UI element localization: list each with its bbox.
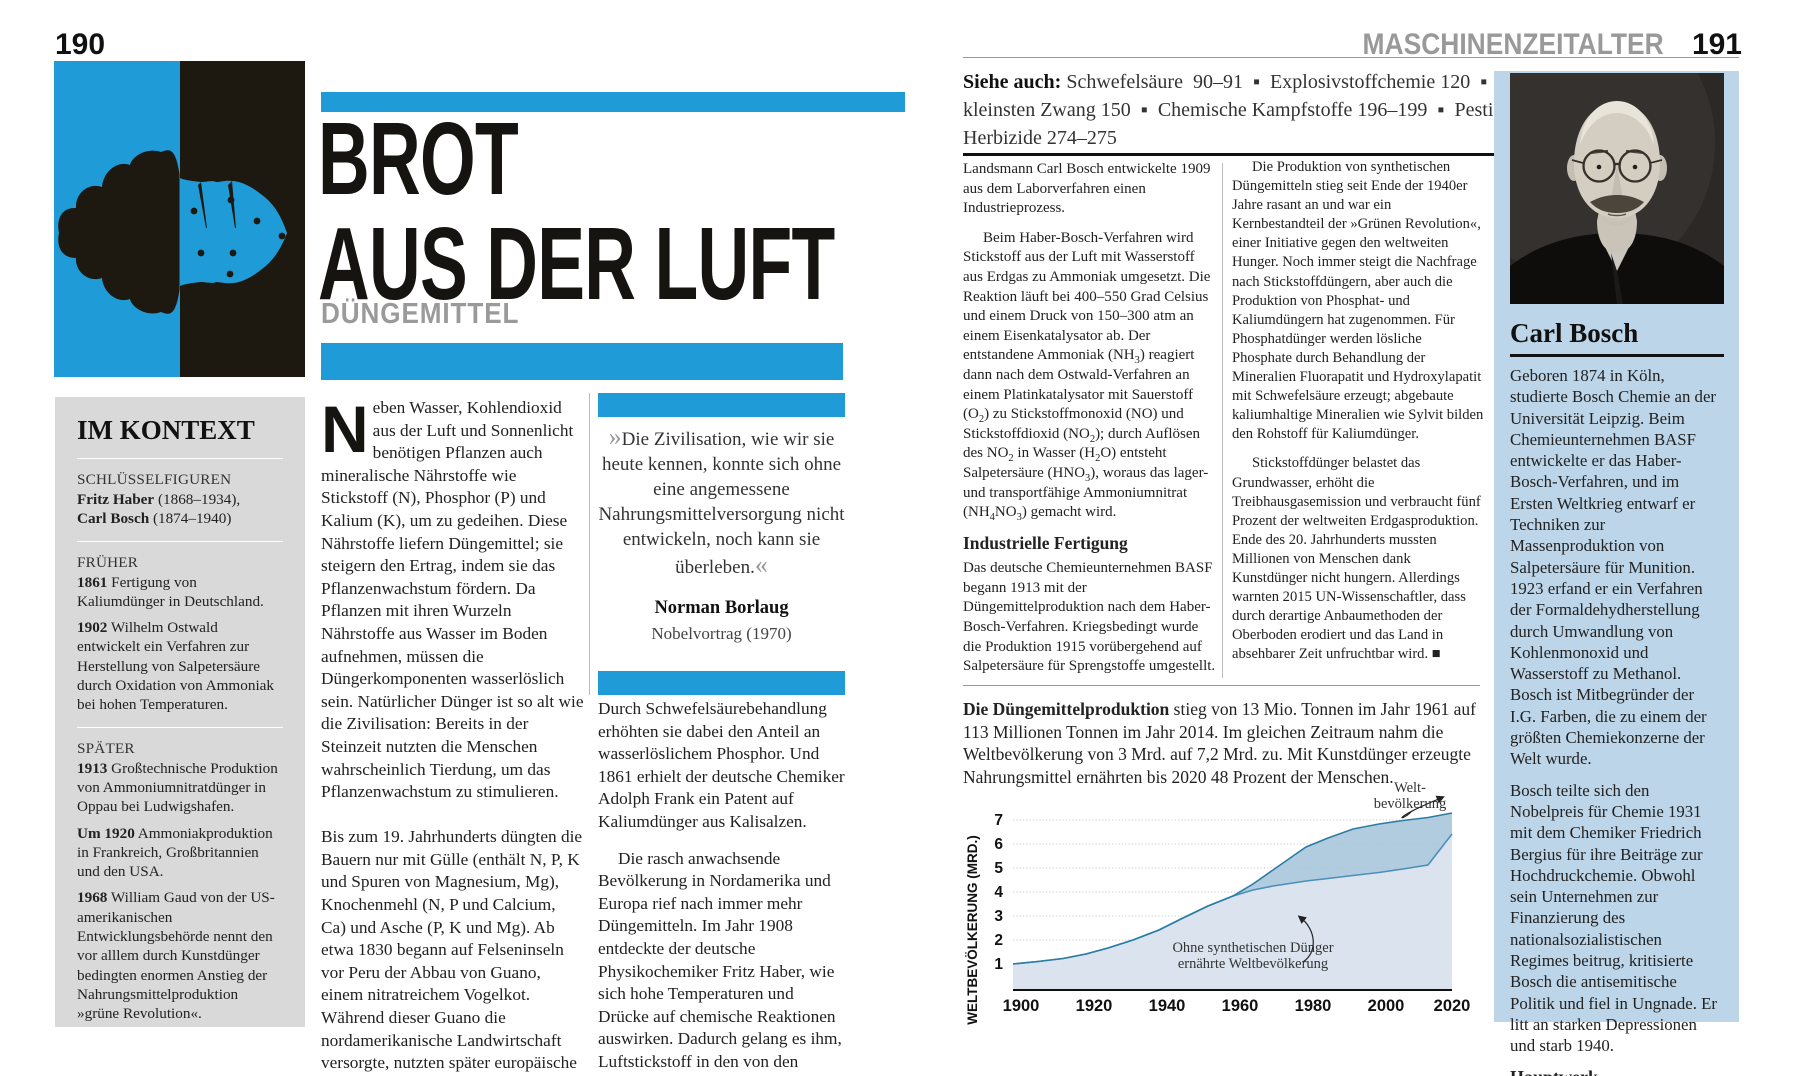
svg-text:1: 1: [994, 956, 1003, 973]
svg-text:1920: 1920: [1076, 997, 1113, 1015]
svg-text:2020: 2020: [1434, 997, 1471, 1015]
svg-text:2000: 2000: [1368, 997, 1405, 1015]
svg-text:1960: 1960: [1222, 997, 1259, 1015]
svg-text:6: 6: [994, 836, 1003, 853]
svg-text:5: 5: [994, 860, 1003, 877]
svg-text:1980: 1980: [1295, 997, 1332, 1015]
svg-text:1940: 1940: [1149, 997, 1186, 1015]
svg-text:4: 4: [994, 884, 1003, 901]
svg-text:WELTBEVÖLKERUNG (MRD.): WELTBEVÖLKERUNG (MRD.): [965, 835, 980, 1024]
svg-text:Welt-: Welt-: [1394, 780, 1426, 796]
svg-text:3: 3: [994, 908, 1003, 925]
svg-text:1900: 1900: [1003, 997, 1040, 1015]
svg-text:7: 7: [994, 812, 1003, 829]
svg-text:2: 2: [994, 932, 1003, 949]
svg-text:bevölkerung: bevölkerung: [1374, 796, 1446, 812]
svg-text:Ohne synthetischen Dünger: Ohne synthetischen Dünger: [1172, 940, 1333, 956]
svg-text:ernährte Weltbevölkerung: ernährte Weltbevölkerung: [1178, 956, 1328, 972]
